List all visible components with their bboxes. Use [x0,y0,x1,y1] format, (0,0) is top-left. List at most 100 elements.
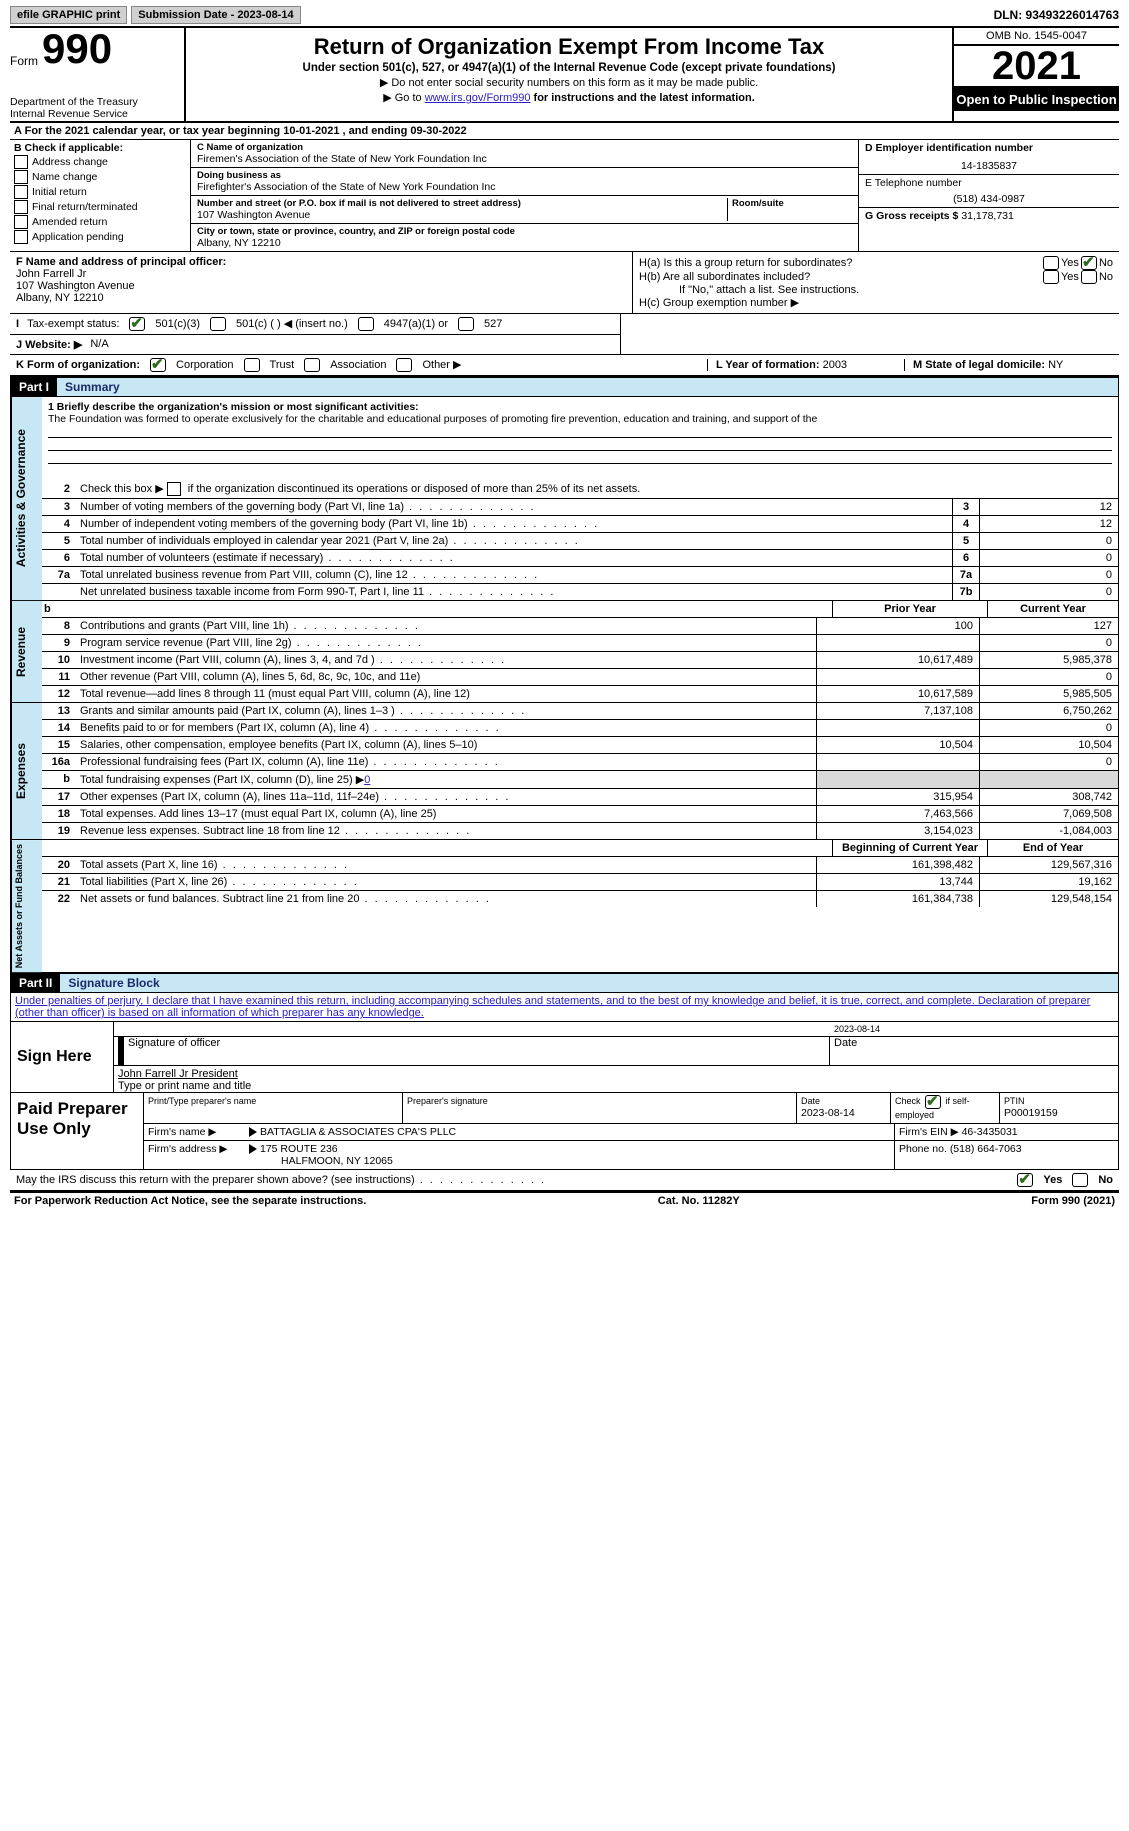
ein-value: 14-1835837 [865,154,1113,172]
tax-year: 2021 [954,46,1119,88]
form-number: 990 [42,30,112,68]
i-4947-check[interactable] [358,317,374,331]
k-other-check[interactable] [396,358,412,372]
b-opt-final[interactable]: Final return/terminated [14,200,186,214]
i-501c3-check[interactable] [129,317,145,331]
penalties-text: Under penalties of perjury, I declare th… [10,993,1119,1022]
l18p: 7,463,566 [816,806,979,822]
sign-here-label: Sign Here [11,1022,114,1092]
ha-label: H(a) Is this a group return for subordin… [639,257,1041,269]
l20e: 129,567,316 [979,857,1118,873]
city-value: Albany, NY 12210 [197,237,852,249]
top-bar: efile GRAPHIC print Submission Date - 20… [10,6,1119,28]
l16ac: 0 [979,754,1118,770]
k-label: K Form of organization: [16,359,140,371]
hb-note: If "No," attach a list. See instructions… [639,284,1113,296]
l8p: 100 [816,618,979,634]
l17p: 315,954 [816,789,979,805]
date-label: Date [834,1037,857,1049]
b-opt-address[interactable]: Address change [14,155,186,169]
l14p [816,720,979,736]
l11p [816,669,979,685]
sig-officer-label: Signature of officer [128,1037,220,1049]
discuss-no-check[interactable] [1072,1173,1088,1187]
hb-no-check[interactable] [1081,270,1097,284]
l5-val: 0 [979,533,1118,549]
form-subtitle: Under section 501(c), 527, or 4947(a)(1)… [190,62,948,74]
discuss-yes-check[interactable] [1017,1173,1033,1187]
line1: 1 Briefly describe the organization's mi… [42,397,1118,480]
b-opt-name[interactable]: Name change [14,170,186,184]
form-prefix: Form [10,54,38,68]
b-opt-initial[interactable]: Initial return [14,185,186,199]
inspection-badge: Open to Public Inspection [954,88,1119,111]
i-527-check[interactable] [458,317,474,331]
addr-label: Number and street (or P.O. box if mail i… [197,198,727,209]
f-label: F Name and address of principal officer: [16,256,626,268]
note-link: ▶ Go to www.irs.gov/Form990 for instruct… [190,91,948,104]
phone-value: (518) 434-0987 [865,189,1113,205]
l22b: 161,384,738 [816,891,979,907]
l4-val: 12 [979,516,1118,532]
ha-yes-check[interactable] [1043,256,1059,270]
instructions-link[interactable]: www.irs.gov/Form990 [425,92,531,104]
firm-ein: 46-3435031 [962,1126,1018,1138]
k-trust-check[interactable] [244,358,260,372]
hb-yes-check[interactable] [1043,270,1059,284]
b-title: B Check if applicable: [14,142,186,154]
form-header: Form 990 Department of the Treasury Inte… [10,28,1119,123]
year-formation: 2003 [823,359,847,371]
l15p: 10,504 [816,737,979,753]
l6-val: 0 [979,550,1118,566]
note-ssn: ▶ Do not enter social security numbers o… [190,76,948,89]
l12p: 10,617,589 [816,686,979,702]
l11c: 0 [979,669,1118,685]
l2-check[interactable] [167,482,181,496]
side-rev: Revenue [11,601,42,702]
hc-label: H(c) Group exemption number ▶ [639,296,1113,309]
signature-block: Sign Here 2023-08-14 Signature of office… [10,1022,1119,1093]
footer-mid: Cat. No. 11282Y [658,1195,740,1207]
efile-button[interactable]: efile GRAPHIC print [10,6,127,24]
l16ap [816,754,979,770]
page-footer: For Paperwork Reduction Act Notice, see … [10,1192,1119,1207]
part2-header: Part II Signature Block [10,973,1119,993]
dept-text: Department of the Treasury [10,96,180,108]
l19c: -1,084,003 [979,823,1118,839]
preparer-block: Paid Preparer Use Only Print/Type prepar… [10,1093,1119,1170]
prep-date: 2023-08-14 [801,1107,855,1119]
l13p: 7,137,108 [816,703,979,719]
officer-addr1: 107 Washington Avenue [16,280,626,292]
current-year-hdr: Current Year [987,601,1118,617]
boy-hdr: Beginning of Current Year [832,840,987,856]
self-employed-check[interactable] [925,1095,941,1109]
gross-value: 31,178,731 [961,210,1014,222]
ha-no-check[interactable] [1081,256,1097,270]
org-name: Firemen's Association of the State of Ne… [197,153,852,165]
dba-value: Firefighter's Association of the State o… [197,181,852,193]
firm-addr1: 175 ROUTE 236 [260,1143,338,1155]
l16b-link[interactable]: 0 [364,774,370,786]
submission-button[interactable]: Submission Date - 2023-08-14 [131,6,300,24]
l9c: 0 [979,635,1118,651]
firm-addr2: HALFMOON, NY 12065 [281,1155,393,1167]
k-corp-check[interactable] [150,358,166,372]
block-b-c-d: B Check if applicable: Address change Na… [10,140,1119,252]
l7a-val: 0 [979,567,1118,583]
l19p: 3,154,023 [816,823,979,839]
officer-addr2: Albany, NY 12210 [16,292,626,304]
l12c: 5,985,505 [979,686,1118,702]
k-assoc-check[interactable] [304,358,320,372]
l20b: 161,398,482 [816,857,979,873]
l16b-shade1 [816,771,979,788]
city-label: City or town, state or province, country… [197,226,852,237]
b-opt-pending[interactable]: Application pending [14,230,186,244]
ptin-value: P00019159 [1004,1107,1058,1119]
phone-label: E Telephone number [865,177,1113,189]
i-501c-check[interactable] [210,317,226,331]
c-name-label: C Name of organization [197,142,852,153]
b-opt-amended[interactable]: Amended return [14,215,186,229]
l8c: 127 [979,618,1118,634]
l21e: 19,162 [979,874,1118,890]
ein-label: D Employer identification number [865,142,1113,154]
